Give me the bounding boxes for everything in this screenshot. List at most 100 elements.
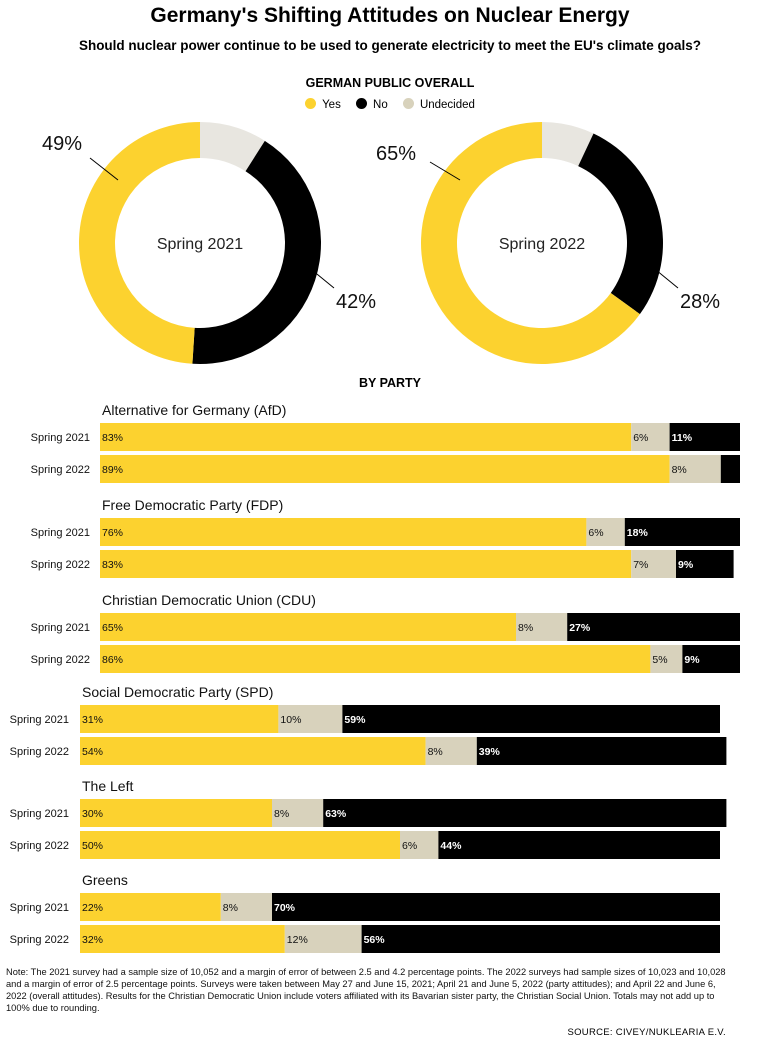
party-2-row-2-undecided-value: 7% <box>633 559 648 571</box>
party-6-row-1-undecided-bar <box>220 893 272 921</box>
party-4-row-2-no-bar <box>476 737 727 765</box>
party-3-row-1-yes-value: 65% <box>102 622 123 634</box>
legend-swatch-undecided <box>402 98 414 109</box>
party-6-row-2-undecided-value: 12% <box>287 934 308 946</box>
party-6-row-1-no-bar <box>272 893 720 921</box>
party-1-row-1-undecided-bar <box>631 423 670 451</box>
party-1-row-1-no-bar <box>669 423 740 451</box>
donut-2-undecided-slice <box>542 122 594 167</box>
party-2-row-1-yes-bar <box>100 518 587 546</box>
party-3-row-2-label: Spring 2022 <box>31 654 90 666</box>
party-6-row-1-yes-value: 22% <box>82 902 103 914</box>
legend-label-yes: Yes <box>322 99 341 111</box>
donut-1-no-leader-line <box>311 269 335 289</box>
party-6-row-1-undecided-value: 8% <box>223 902 238 914</box>
party-5-row-2-no-bar <box>438 831 720 859</box>
donut-2-yes-slice <box>420 122 640 364</box>
party-2-row-1-undecided-value: 6% <box>588 527 603 539</box>
party-5-row-2-undecided-bar <box>400 831 439 859</box>
legend-label-undecided: Undecided <box>419 99 475 111</box>
party-4-row-1-yes-value: 31% <box>82 714 103 726</box>
donut-2-center-label: Spring 2022 <box>499 236 585 253</box>
party-5-row-2-yes-value: 50% <box>82 840 103 852</box>
party-3-row-1-undecided-bar <box>516 613 568 641</box>
donut-1-yes-slice <box>78 122 200 364</box>
donut-1-yes-leader-line <box>89 157 119 181</box>
party-1-row-1-undecided-value: 6% <box>633 432 648 444</box>
party-5-row-2-label: Spring 2022 <box>10 840 69 852</box>
legend: Yes No Undecided <box>0 98 780 111</box>
party-2-row-1-label: Spring 2021 <box>31 527 90 539</box>
party-2-row-2-yes-bar <box>100 550 632 578</box>
party-4-row-2-undecided-bar <box>425 737 477 765</box>
legend-item-yes: Yes <box>305 98 341 111</box>
party-2-row-2-label: Spring 2022 <box>31 559 90 571</box>
donut-1-center-label: Spring 2021 <box>157 236 243 253</box>
party-4-row-1-no-bar <box>342 705 720 733</box>
party-3-row-1-undecided-value: 8% <box>518 622 533 634</box>
party-1-row-2-label: Spring 2022 <box>31 464 90 476</box>
party-1-name: Alternative for Germany (AfD) <box>102 402 286 418</box>
chart-title: Germany's Shifting Attitudes on Nuclear … <box>150 4 630 27</box>
party-6-row-2-undecided-bar <box>284 925 362 953</box>
party-6-row-2-label: Spring 2022 <box>10 934 69 946</box>
party-6-row-2-no-value: 56% <box>364 934 386 946</box>
party-3-row-2-undecided-bar <box>650 645 683 673</box>
party-2-row-2-no-bar <box>676 550 734 578</box>
party-6-row-2-yes-bar <box>80 925 285 953</box>
party-5-row-1-no-bar <box>323 799 727 827</box>
party-6-row-1-no-value: 70% <box>274 902 296 914</box>
party-3-row-1-no-bar <box>567 613 740 641</box>
party-4-row-2-no-value: 39% <box>479 746 501 758</box>
party-1-row-1-yes-bar <box>100 423 632 451</box>
party-1-row-1-no-value: 11% <box>672 432 693 444</box>
party-4-name: Social Democratic Party (SPD) <box>82 684 273 700</box>
party-4-row-1-label: Spring 2021 <box>10 714 69 726</box>
party-3-row-2-undecided-value: 5% <box>652 654 667 666</box>
legend-item-no: No <box>356 98 388 111</box>
party-1-row-1-yes-value: 83% <box>102 432 123 444</box>
party-1-row-2-yes-value: 89% <box>102 464 123 476</box>
footnote: Note: The 2021 survey had a sample size … <box>6 967 726 1013</box>
party-2-row-2-no-value: 9% <box>678 559 694 571</box>
legend-item-undecided: Undecided <box>402 98 475 111</box>
party-2-row-1-undecided-bar <box>586 518 625 546</box>
party-5-name: The Left <box>82 778 133 794</box>
source-credit: SOURCE: CIVEY/NUKLEARIA E.V. <box>567 1027 726 1038</box>
party-5-row-1-undecided-bar <box>272 799 324 827</box>
party-5-row-1-yes-bar <box>80 799 272 827</box>
party-3-row-1-yes-bar <box>100 613 516 641</box>
party-1-row-2-no-bar <box>720 455 740 483</box>
donut-2-yes-value-label: 65% <box>376 143 416 165</box>
party-2-row-1-no-value: 18% <box>627 527 649 539</box>
party-4-row-2-yes-bar <box>80 737 426 765</box>
party-3-row-2-no-value: 9% <box>684 654 700 666</box>
party-5-row-1-no-value: 63% <box>325 808 347 820</box>
donut-2-no-leader-line <box>655 269 679 289</box>
donut-1-yes-value-label: 49% <box>42 133 82 155</box>
party-3-row-1-label: Spring 2021 <box>31 622 90 634</box>
donut-1-undecided-slice <box>200 122 265 172</box>
donut-1-no-value-label: 42% <box>336 291 376 313</box>
party-4-row-1-no-value: 59% <box>344 714 366 726</box>
chart-subtitle: Should nuclear power continue to be used… <box>78 38 702 53</box>
party-6-row-2-yes-value: 32% <box>82 934 103 946</box>
party-3-row-2-yes-value: 86% <box>102 654 123 666</box>
party-2-row-2-yes-value: 83% <box>102 559 123 571</box>
party-3-row-2-no-bar <box>682 645 740 673</box>
party-5-row-1-yes-value: 30% <box>82 808 103 820</box>
party-5-row-2-undecided-value: 6% <box>402 840 417 852</box>
party-4-row-1-undecided-bar <box>278 705 343 733</box>
donut-2-no-value-label: 28% <box>680 291 720 313</box>
party-4-row-2-undecided-value: 8% <box>428 746 443 758</box>
party-1-row-1-label: Spring 2021 <box>31 432 90 444</box>
party-2-row-1-no-bar <box>624 518 740 546</box>
legend-label-no: No <box>373 99 388 111</box>
party-6-name: Greens <box>82 872 128 888</box>
party-1-row-2-undecided-value: 8% <box>672 464 687 476</box>
party-5-row-2-no-value: 44% <box>440 840 462 852</box>
party-2-row-2-undecided-bar <box>631 550 676 578</box>
party-3-row-1-no-value: 27% <box>569 622 591 634</box>
overall-section-label: GERMAN PUBLIC OVERALL <box>305 76 475 90</box>
